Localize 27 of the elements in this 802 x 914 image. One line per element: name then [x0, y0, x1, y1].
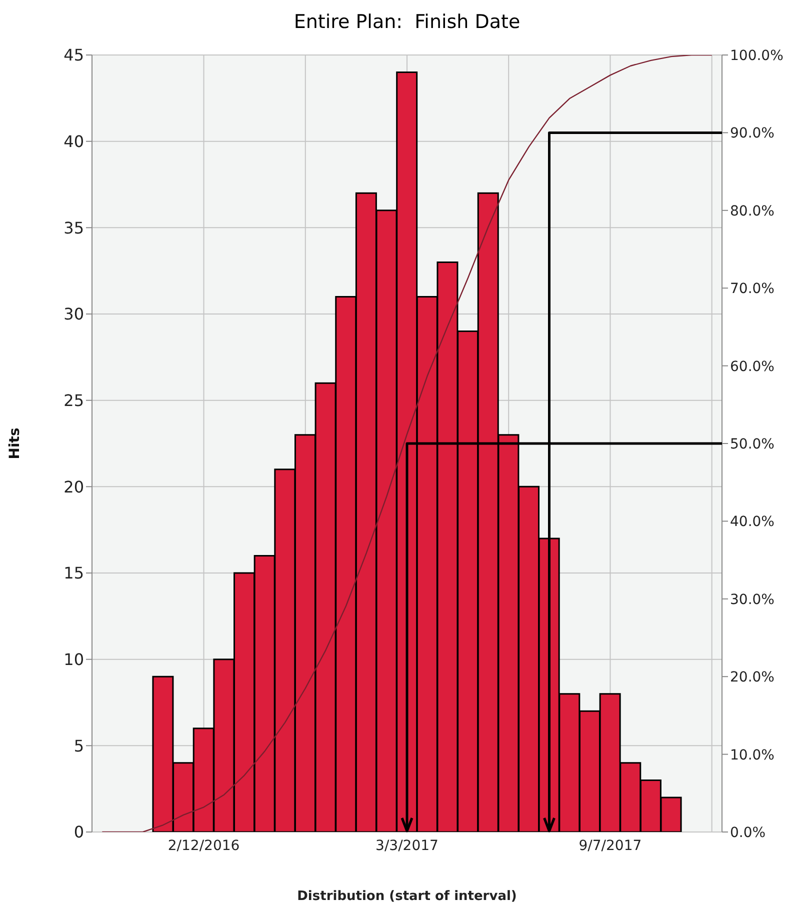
y-tick-label: 40 — [64, 132, 84, 152]
y-tick-label: 45 — [64, 46, 84, 65]
y-tick-label: 15 — [64, 564, 84, 583]
y2-tick-label: 100.0% — [730, 48, 784, 64]
x-tick-label: 2/12/2016 — [168, 838, 240, 854]
y2-tick-label: 70.0% — [730, 281, 774, 298]
y2-tick-label: 60.0% — [730, 358, 774, 375]
x-tick-label: 9/7/2017 — [578, 838, 642, 854]
y2-tick-label: 40.0% — [730, 514, 774, 530]
y-tick-label: 10 — [64, 650, 84, 670]
y2-tick-label: 80.0% — [730, 203, 774, 220]
y-tick-label: 35 — [64, 218, 84, 238]
x-axis-title: Distribution (start of interval) — [297, 889, 517, 904]
y2-tick-label: 20.0% — [730, 670, 774, 686]
y-axis-title: Hits — [6, 428, 23, 460]
y-tick-label: 20 — [64, 477, 84, 496]
chart-title: Entire Plan: Finish Date — [294, 11, 520, 33]
x-tick-label: 3/3/2017 — [376, 838, 438, 854]
y2-tick-label: 50.0% — [730, 436, 774, 452]
y-tick-label: 0 — [74, 822, 84, 842]
y2-tick-label: 90.0% — [730, 126, 774, 142]
y-tick-label: 30 — [64, 304, 84, 324]
y2-tick-label: 30.0% — [730, 592, 774, 608]
y2-tick-label: 10.0% — [730, 747, 774, 764]
y2-tick-label: 0.0% — [730, 824, 766, 841]
y-tick-label: 25 — [64, 391, 84, 410]
y-tick-label: 5 — [74, 736, 84, 756]
